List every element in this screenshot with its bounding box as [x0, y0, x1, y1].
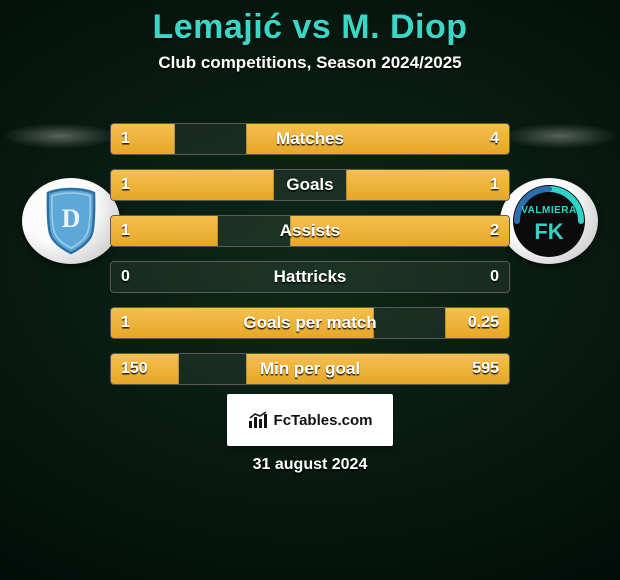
bar-value-left: 1 [121, 130, 130, 148]
bar-value-right: 595 [472, 360, 499, 378]
bar-value-left: 1 [121, 314, 130, 332]
team-crest-left: D [22, 178, 120, 264]
bar-value-right: 4 [490, 130, 499, 148]
bar-fill-right [508, 262, 509, 292]
bar-fill-right [346, 170, 509, 200]
valmiera-badge-icon: VALMIERA FK [507, 183, 591, 259]
bar-value-left: 1 [121, 176, 130, 194]
bar-value-right: 2 [490, 222, 499, 240]
bar-value-right: 0 [490, 268, 499, 286]
bar-row: 150595Min per goal [110, 353, 510, 385]
crest-shadow-right [506, 124, 614, 148]
svg-text:D: D [62, 204, 81, 233]
comparison-card: Lemajić vs M. Diop Club competitions, Se… [0, 0, 620, 580]
bar-value-right: 0.25 [468, 314, 499, 332]
bar-fill-right [290, 216, 509, 246]
bar-fill-left [111, 170, 274, 200]
bar-row: 12Assists [110, 215, 510, 247]
bar-row: 14Matches [110, 123, 510, 155]
bar-value-left: 1 [121, 222, 130, 240]
page-subtitle: Club competitions, Season 2024/2025 [0, 53, 620, 73]
bar-value-right: 1 [490, 176, 499, 194]
bar-row: 0 0Hattricks [110, 261, 510, 293]
chart-icon [248, 411, 270, 429]
bar-value-left: 150 [121, 360, 148, 378]
bar-value-left: 0 [121, 268, 130, 286]
bar-fill-right [246, 354, 509, 384]
bar-fill-left [111, 262, 112, 292]
bar-label: Hattricks [111, 267, 509, 287]
bar-fill-right [246, 124, 509, 154]
branding-text: FcTables.com [274, 412, 373, 429]
branding-badge[interactable]: FcTables.com [227, 394, 393, 446]
bar-row: 10.25Goals per match [110, 307, 510, 339]
bar-fill-left [111, 308, 374, 338]
svg-text:VALMIERA: VALMIERA [521, 205, 576, 216]
crest-shadow-left [6, 124, 114, 148]
comparison-bars: 14Matches11Goals12Assists00Hattricks10.2… [110, 123, 510, 399]
team-crest-right: VALMIERA FK [500, 178, 598, 264]
date-label: 31 august 2024 [0, 456, 620, 474]
daugava-shield-icon: D [44, 187, 98, 255]
svg-text:FK: FK [534, 219, 563, 244]
page-title: Lemajić vs M. Diop [0, 8, 620, 47]
bar-row: 11Goals [110, 169, 510, 201]
